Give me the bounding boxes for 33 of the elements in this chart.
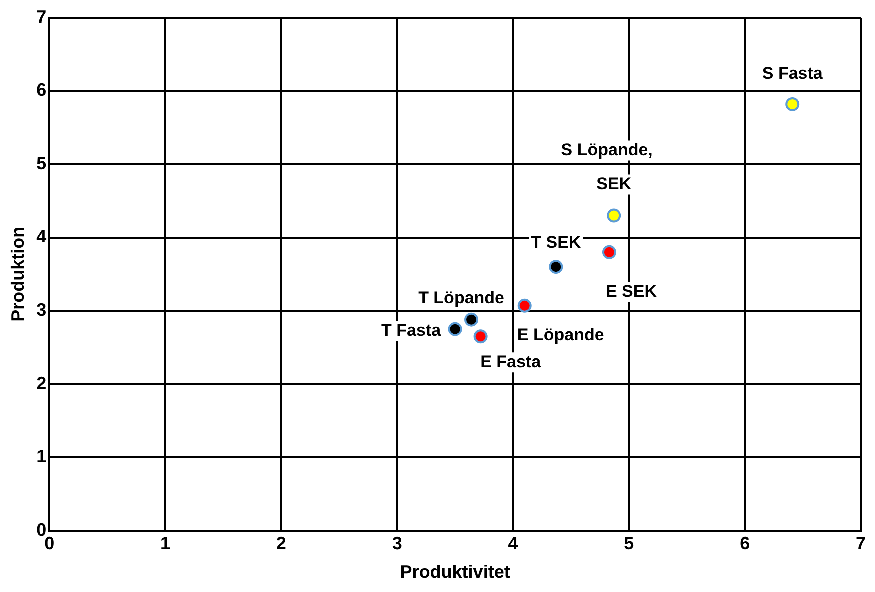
x-axis-title: Produktivitet: [400, 562, 510, 582]
x-tick-label: 5: [624, 534, 634, 554]
series-label: E SEK: [606, 282, 658, 302]
y-tick-label: 4: [36, 226, 47, 247]
series-label: T Löpande: [418, 288, 505, 308]
y-tick-label: 0: [36, 520, 47, 540]
y-tick-label: 3: [36, 300, 47, 320]
series-label: E Fasta: [480, 352, 542, 372]
y-tick-label: 2: [36, 373, 47, 394]
text: S Löpande, SEK: [561, 140, 653, 194]
y-tick-label: 5: [36, 153, 47, 174]
x-tick-label: 2: [276, 534, 286, 554]
point: [448, 322, 462, 336]
y-tick-label: 1: [36, 446, 47, 467]
x-tick-label: 7: [856, 534, 866, 554]
series-label: S Fasta: [762, 64, 824, 84]
point: [602, 245, 616, 260]
point: [518, 298, 532, 313]
y-tick-label: 6: [36, 80, 47, 100]
y-axis-title: Produktion: [8, 226, 28, 322]
series-label: T Fasta: [382, 321, 442, 340]
x-tick-label: 6: [740, 534, 750, 554]
point: [607, 208, 622, 223]
series-label: E Löpande: [517, 326, 604, 345]
point: [464, 312, 479, 327]
point: [474, 330, 488, 344]
point: [786, 97, 800, 112]
x-tick-label: 1: [160, 534, 171, 554]
series-label: T SEK: [531, 232, 582, 252]
y-tick-label: 7: [36, 6, 47, 27]
x-tick-label: 3: [392, 534, 402, 554]
point: [549, 260, 564, 274]
x-tick-label: 4: [508, 534, 518, 554]
